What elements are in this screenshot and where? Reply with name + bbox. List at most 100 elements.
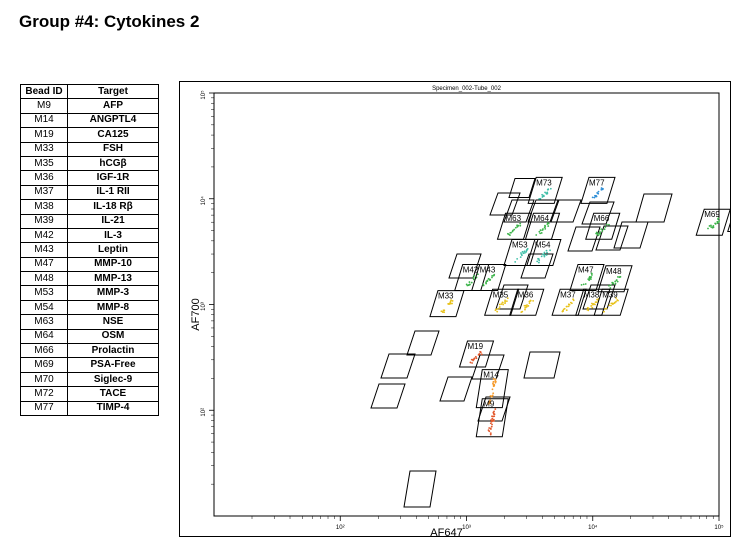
population-dot [612,302,615,305]
population-dot [545,192,548,195]
population-dot [586,308,589,311]
population-dot [523,252,526,254]
population-dot [711,226,714,229]
population-dot [470,281,473,284]
population-dot [521,254,523,257]
y-tick-label: 10³ [201,302,207,311]
population-dot [474,355,477,358]
population-dot [538,230,541,233]
scatter-plot: Specimen_002-Tube_002 10² 10³ 10⁴ 10⁵ 10² 10³ 1… [190,86,731,537]
gate-m19 [458,340,495,368]
population-dot [562,309,564,312]
page-title: Group #4: Cytokines 2 [19,12,200,31]
bead-id-cell: M35 [20,155,68,172]
table-row: M77 TIMP-4 [20,400,159,416]
population-dot [498,307,500,310]
population-dot [549,249,551,252]
empty-gate [403,470,437,508]
header-bead-id: Bead ID [20,83,68,100]
population-dot [540,232,543,234]
population-dot [485,281,487,284]
target-cell: IL-21 [67,213,159,229]
population-dot [504,300,507,303]
population-dot [488,427,491,429]
population-dot [443,309,446,312]
population-dot [565,309,568,312]
target-cell: MMP-10 [67,256,159,273]
empty-gate [495,284,529,310]
population-dot [598,232,601,235]
population-dot [520,252,522,254]
population-dot [543,254,545,256]
empty-gate [523,351,561,379]
population-dot [603,228,606,231]
population-dot [536,260,539,263]
bead-id-cell: M9 [20,98,68,114]
population-dot [594,195,597,198]
population-dot [492,418,495,421]
population-dot [491,274,494,277]
empty-gate [550,199,582,223]
target-cell: MMP-8 [67,299,159,316]
empty-gate [370,383,406,409]
target-cell: ANGPTL4 [67,112,159,129]
population-dot [489,399,492,402]
population-dot [500,303,503,305]
population-dot [604,226,607,228]
population-dot [565,305,568,308]
population-dot [593,196,596,199]
population-dot [589,278,592,280]
population-dot [591,303,594,306]
population-dot [469,361,472,364]
gate-m14 [475,369,509,409]
population-dot [524,308,526,311]
population-dot [490,395,493,398]
population-dot [477,273,479,276]
population-dot [522,252,525,255]
population-dot [492,380,495,383]
population-dot [511,229,514,232]
population-dot [600,228,603,231]
target-cell: IGF-1R [67,170,159,186]
gate-label: M73 [536,178,552,187]
population-dot [612,282,615,285]
population-dot [588,276,591,279]
gate-m9 [475,398,509,438]
population-dot [479,350,482,353]
table-row: M48 MMP-13 [20,271,159,287]
population-dot [546,251,548,254]
gate-m70 [727,219,731,233]
population-dot [489,422,492,425]
target-cell: TACE [67,386,159,402]
table-row: M72 TACE [20,386,159,402]
target-cell: hCGβ [67,155,159,172]
table-row: M66 Prolactin [20,343,159,359]
target-cell: PSA-Free [67,357,159,373]
population-dot [509,234,511,237]
target-cell: IL-1 RII [67,184,159,201]
population-dot [449,300,452,303]
population-dot [491,423,493,426]
population-dot [517,224,519,227]
y-tick-label: 10² [201,408,207,417]
population-dot [472,278,475,280]
empty-gate [489,192,521,216]
gate-label: M33 [438,292,454,301]
population-dot [492,420,495,422]
gate-label: M43 [480,266,496,275]
population-dot [590,272,593,275]
bead-table: Bead ID Target M9 AFP M14 ANGPTL4 M19 CA125 M3… [20,83,159,416]
population-dot [489,395,492,397]
table-row: M39 IL-21 [20,213,159,229]
population-dot [605,307,608,310]
population-dot [472,359,474,362]
population-dot [567,305,570,308]
population-dot [494,379,497,382]
population-dot [489,402,492,405]
population-dot [491,388,494,391]
table-row: M70 Siglec-9 [20,371,159,388]
population-dot [542,194,545,197]
population-dot [493,413,496,416]
population-dot [527,305,530,307]
empty-gate [595,225,629,251]
